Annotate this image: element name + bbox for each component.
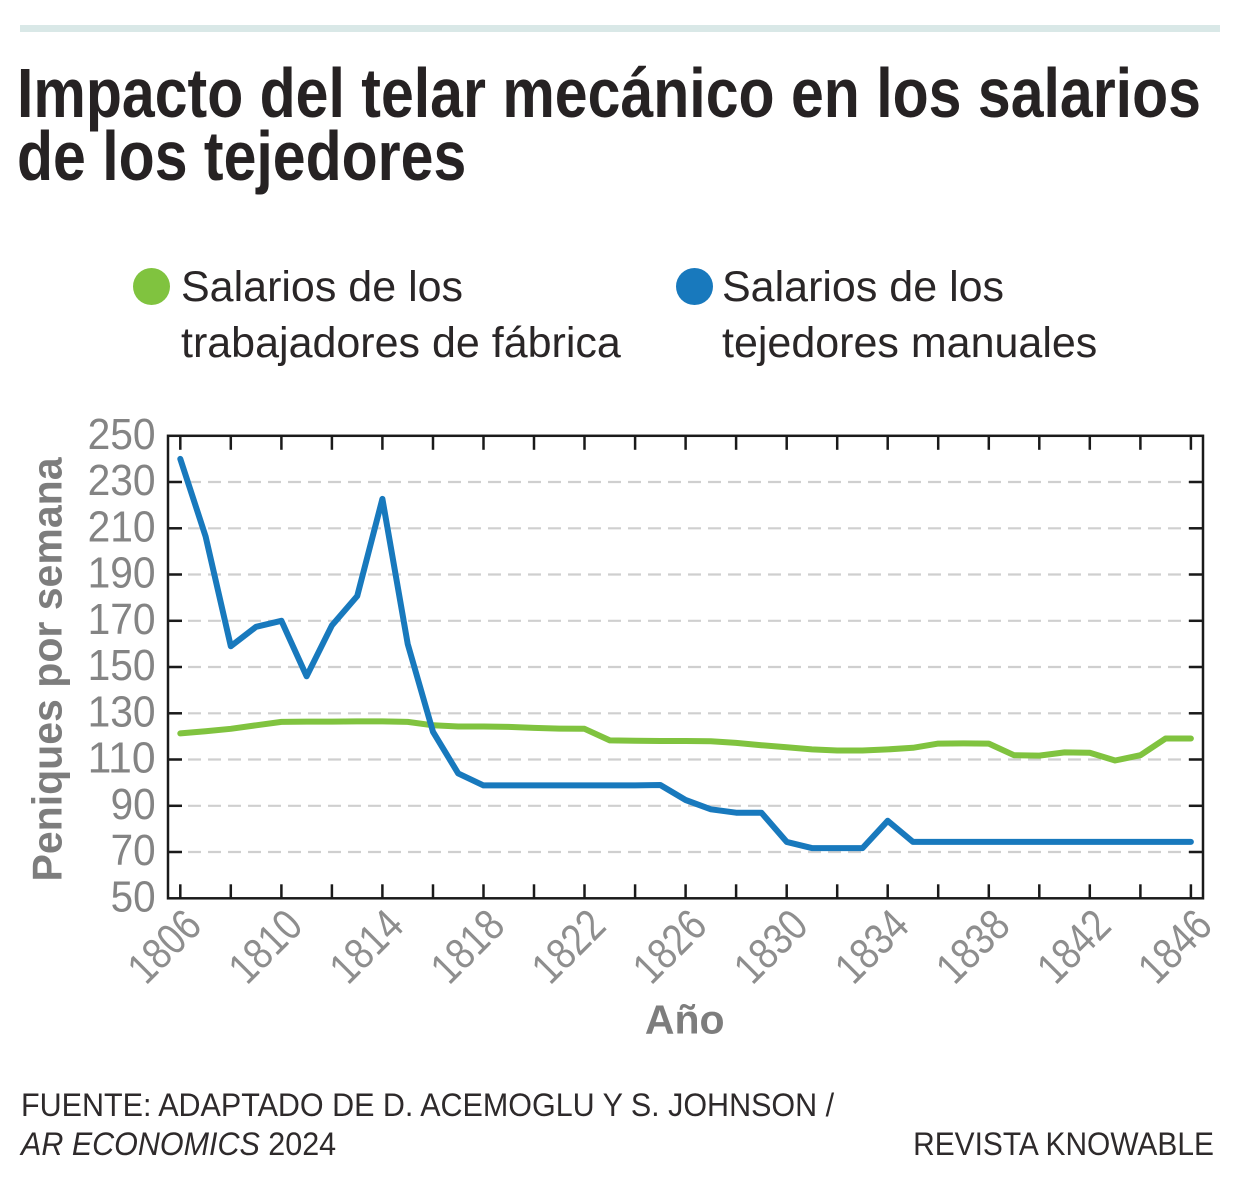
svg-text:1830: 1830: [725, 900, 818, 993]
svg-text:Año: Año: [645, 997, 725, 1043]
svg-text:70: 70: [111, 826, 156, 875]
svg-text:1834: 1834: [826, 900, 919, 993]
svg-text:Peniques por semana: Peniques por semana: [24, 457, 71, 882]
svg-text:150: 150: [88, 641, 156, 690]
svg-text:90: 90: [111, 780, 156, 829]
svg-text:110: 110: [88, 734, 156, 783]
svg-text:1826: 1826: [624, 900, 717, 993]
svg-text:1838: 1838: [927, 900, 1020, 993]
svg-text:1842: 1842: [1028, 900, 1121, 993]
svg-text:1846: 1846: [1129, 900, 1222, 993]
svg-text:130: 130: [88, 687, 156, 736]
svg-text:230: 230: [88, 456, 156, 505]
svg-text:1810: 1810: [219, 900, 312, 993]
svg-text:1822: 1822: [522, 900, 615, 993]
svg-text:190: 190: [88, 549, 156, 598]
svg-text:1814: 1814: [320, 900, 413, 993]
svg-text:170: 170: [88, 595, 156, 644]
svg-text:250: 250: [88, 410, 156, 459]
svg-text:210: 210: [88, 502, 156, 551]
svg-text:1818: 1818: [421, 900, 514, 993]
svg-text:50: 50: [111, 872, 156, 921]
